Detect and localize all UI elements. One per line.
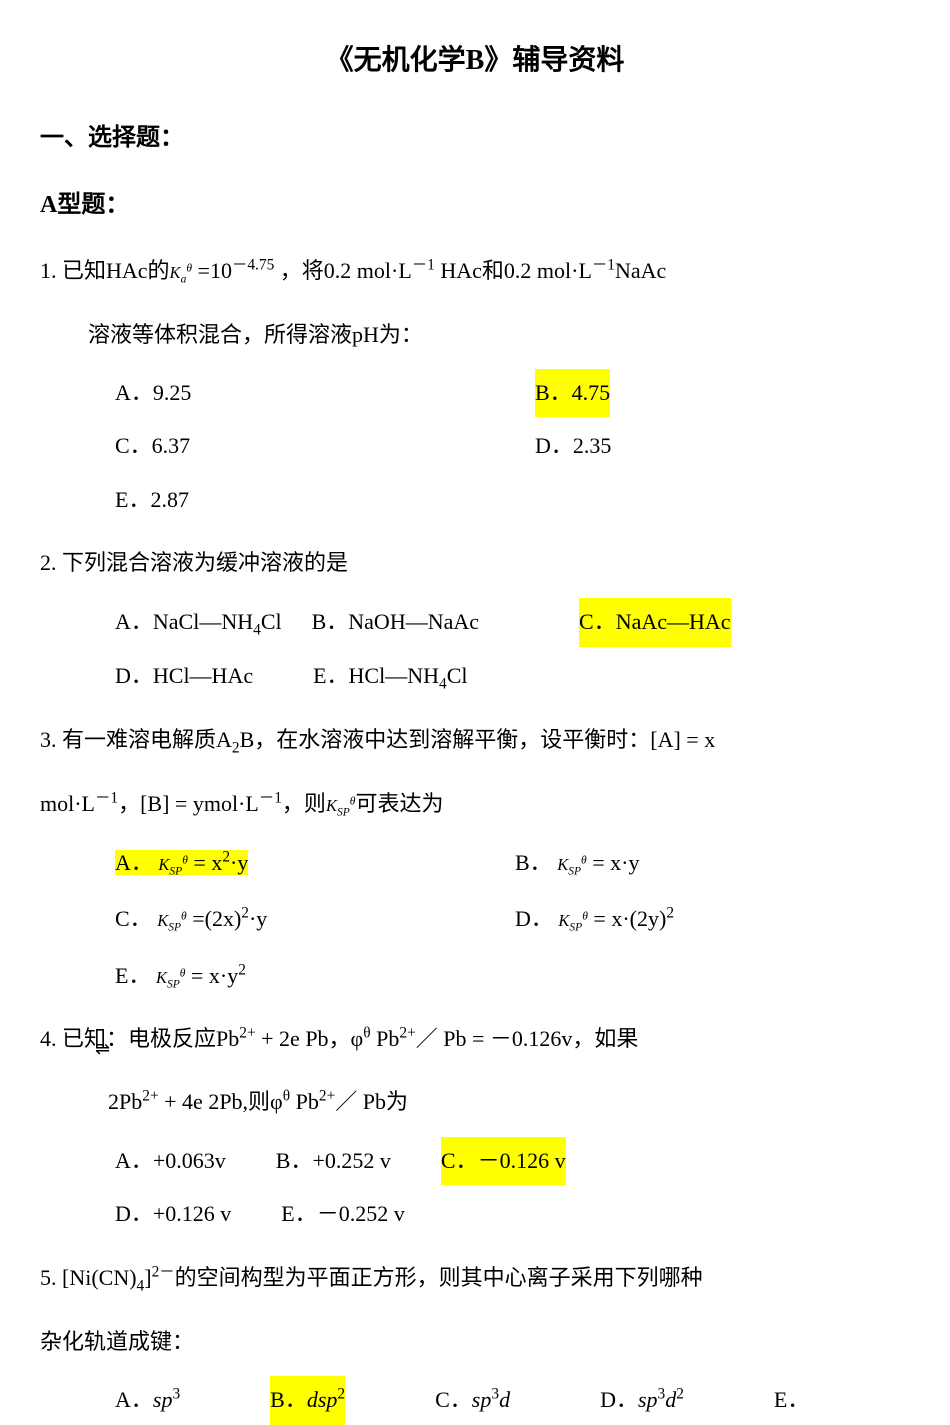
q1-exp1: －4.75 — [232, 257, 274, 274]
q1-text-4: HAc和0.2 mol·L — [435, 258, 592, 283]
question-1: 1. 已知HAc的Kaθ =10－4.75 ，将0.2 mol·L－1 HAc和… — [40, 247, 910, 295]
q4-line2: 2Pb2+ + 4e 2Pb,则φθ Pb2+／ Pb为 — [88, 1078, 910, 1126]
q2-option-e: E．HCl—NH4Cl — [313, 652, 467, 701]
q3-text1: 3. 有一难溶电解质A — [40, 727, 232, 752]
q1-exp2: －1 — [412, 257, 435, 274]
q4-option-a: A．+0.063v — [115, 1137, 226, 1185]
section-header: 一、选择题： — [40, 112, 910, 165]
q1-exp3: －1 — [592, 257, 615, 274]
q1-option-c: C．6.37 — [115, 422, 535, 470]
q4-option-c: C．－0.126 v — [441, 1137, 566, 1185]
q1-line2: 溶液等体积混合，所得溶液pH为： — [88, 311, 910, 359]
q3-option-e: E． KSPθ = x·y2 — [115, 952, 246, 1000]
q3-text2: B，在水溶液中达到溶解平衡，设平衡时：[A] = x — [240, 727, 716, 752]
question-5: 5. [Ni(CN)4]2－的空间构型为平面正方形，则其中心离子采用下列哪种 — [40, 1254, 910, 1303]
q4-option-e: E．－0.252 v — [281, 1190, 404, 1238]
question-3: 3. 有一难溶电解质A2B，在水溶液中达到溶解平衡，设平衡时：[A] = x — [40, 716, 910, 765]
q1-options-row2: C．6.37 D．2.35 — [115, 422, 910, 470]
type-a-header: A型题： — [40, 179, 910, 232]
q5-option-d: D．sp3d2 — [600, 1376, 684, 1424]
q3-option-a: A． KSPθ = x2·y — [115, 850, 248, 875]
q1-options-row1: A．9.25 B．4.75 — [115, 369, 910, 417]
q1-option-d: D．2.35 — [535, 422, 611, 470]
q2-option-d: D．HCl—HAc — [115, 652, 253, 701]
q1-text-3: ，将0.2 mol·L — [274, 258, 412, 283]
q5-line2: 杂化轨道成键： — [40, 1318, 910, 1366]
q4-options-row1: A．+0.063v B．+0.252 v C．－0.126 v — [115, 1137, 910, 1185]
q2-options-row2: D．HCl—HAc E．HCl—NH4Cl — [115, 652, 910, 701]
q2-option-b: B．NaOH—NaAc — [312, 598, 479, 647]
q3-option-c: C． KSPθ =(2x)2·y — [115, 895, 515, 943]
q5-options: A．sp3 B．dsp2 C．sp3d D．sp3d2 E． — [115, 1376, 910, 1424]
q5-option-a: A．sp3 — [115, 1376, 180, 1424]
q1-text: 1. 已知HAc的 — [40, 258, 170, 283]
q3-options: A． KSPθ = x2·y B． KSPθ = x·y C． KSPθ =(2… — [115, 839, 910, 1000]
ka-symbol: Kaθ — [170, 263, 192, 282]
q2-options-row1: A．NaCl—NH4Cl B．NaOH—NaAc C．NaAc—HAc — [115, 598, 910, 647]
q2-option-a: A．NaCl—NH4Cl — [115, 598, 282, 647]
q2-option-c: C．NaAc—HAc — [579, 598, 731, 647]
q3-sub1: 2 — [232, 739, 240, 756]
q5-option-e: E． — [774, 1376, 809, 1424]
q4-option-d: D．+0.126 v — [115, 1190, 231, 1238]
q1-option-e: E．2.87 — [115, 476, 189, 524]
q3-option-b: B． KSPθ = x·y — [515, 839, 639, 887]
q4-options-row2: D．+0.126 v E．－0.252 v — [115, 1190, 910, 1238]
q1-text-5: NaAc — [615, 258, 666, 283]
question-4: 4. 已知：电极反应Pb2+ + 2e Pb，φθ Pb2+／ Pb = －0.… — [40, 1015, 910, 1063]
q1-options-row3: E．2.87 — [115, 476, 910, 524]
q5-option-c: C．sp3d — [435, 1376, 510, 1424]
document-title: 《无机化学B》辅导资料 — [40, 30, 910, 92]
q5-option-b: B．dsp2 — [270, 1376, 345, 1424]
question-2: 2. 下列混合溶液为缓冲溶液的是 — [40, 539, 910, 587]
q3-option-d: D． KSPθ = x·(2y)2 — [515, 895, 674, 943]
q3-line2: mol·L－1，[B] = ymol·L－1，则KSPθ可表达为 — [40, 780, 910, 828]
q1-option-b: B．4.75 — [535, 369, 610, 417]
q1-text-2: =10 — [192, 258, 232, 283]
q4-option-b: B．+0.252 v — [276, 1137, 391, 1185]
q1-option-a: A．9.25 — [115, 369, 535, 417]
